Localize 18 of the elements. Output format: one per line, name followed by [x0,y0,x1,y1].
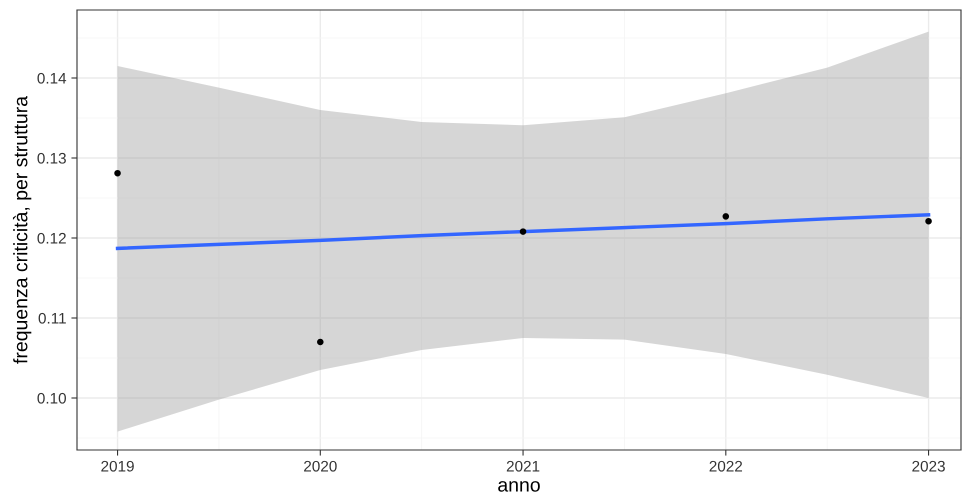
point [722,213,730,220]
y-tick-label: 0.12 [37,232,66,244]
y-tick-label: 0.10 [37,392,66,404]
point [925,218,932,224]
y-tick-label: 0.11 [38,312,66,324]
y-tick-label: 0.13 [37,152,66,164]
y-axis-title: frequenza criticità, per struttura [12,96,32,364]
x-tick-label: 2020 [304,460,337,472]
x-tick-label: 2022 [710,460,742,472]
x-tick-label: 2019 [101,460,134,472]
x-tick-label: 2023 [912,460,945,472]
y-tick-label: 0.14 [37,72,66,84]
line-series [116,213,930,250]
x-axis-title: anno [498,481,540,492]
point [317,338,324,346]
x-tick-label: 2021 [506,460,540,472]
point [520,228,526,235]
point [114,170,121,176]
